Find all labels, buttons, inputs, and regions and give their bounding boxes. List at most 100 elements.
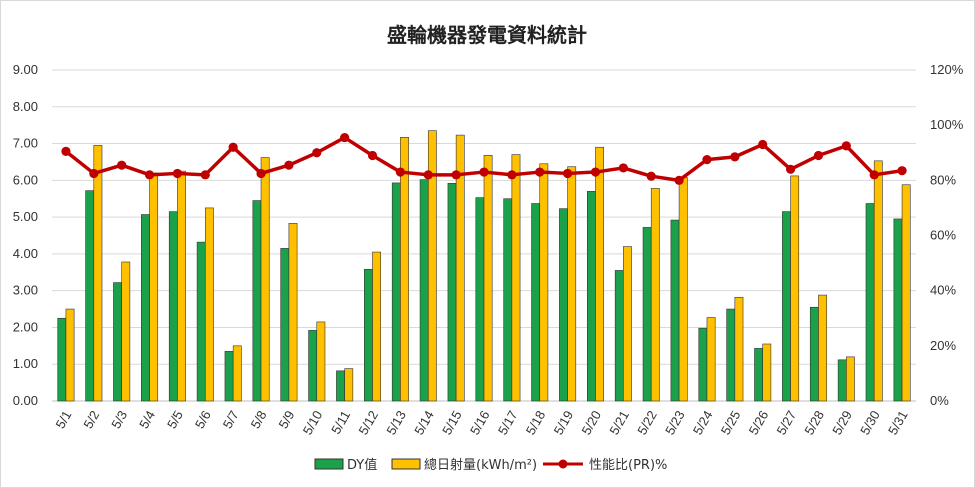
pr-point [785, 164, 796, 174]
bar-irradiance [288, 223, 298, 402]
bar-irradiance [623, 246, 632, 402]
pr-point [841, 141, 851, 151]
bar-dy [559, 208, 568, 402]
bar-irradiance [901, 184, 911, 402]
bar-irradiance [734, 296, 744, 402]
pr-point [228, 142, 238, 152]
bar-irradiance [650, 188, 660, 402]
bar-irradiance [873, 160, 883, 402]
left-tick-label: 5.00 [13, 209, 38, 224]
bar-irradiance [818, 294, 827, 402]
legend-swatch-dy [314, 458, 344, 470]
left-tick-label: 8.00 [13, 99, 38, 114]
bar-irradiance [846, 356, 855, 402]
bar-irradiance [539, 163, 549, 402]
bar-dy [893, 218, 903, 402]
pr-point [172, 168, 183, 179]
bar-dy [196, 241, 206, 402]
pr-point [618, 163, 628, 173]
right-tick-label: 100% [930, 117, 964, 132]
bar-irradiance [400, 137, 409, 402]
bar-irradiance [260, 157, 270, 402]
bar-dy [85, 190, 95, 402]
left-tick-label: 6.00 [13, 172, 38, 187]
pr-point [61, 146, 71, 156]
bar-irradiance [177, 170, 186, 402]
pr-point [563, 168, 573, 179]
pr-point [395, 167, 405, 177]
bar-irradiance [567, 166, 577, 402]
bar-dy [336, 370, 345, 402]
bar-irradiance [706, 317, 716, 402]
pr-point [340, 132, 350, 143]
pr-point [200, 170, 210, 180]
bar-dy [57, 317, 67, 402]
left-axis-ticks: 0.00 1.00 2.00 3.00 4.00 5.00 6.00 7.00 8.00 9.00 [13, 62, 38, 408]
bar-irradiance [455, 134, 465, 402]
bar-dy [642, 227, 652, 402]
pr-point [702, 155, 712, 165]
pr-point [535, 167, 545, 177]
bar-dy [419, 179, 429, 402]
pr-point [897, 166, 907, 176]
left-tick-label: 9.00 [13, 62, 38, 77]
pr-point [479, 167, 489, 177]
pr-point [674, 175, 684, 185]
left-tick-label: 4.00 [13, 246, 38, 261]
legend-label-irradiance: 總日射量(kWh/m²) [424, 457, 537, 473]
pr-point [144, 170, 155, 180]
pr-point [451, 170, 461, 180]
bar-irradiance [149, 172, 159, 402]
bar-irradiance [316, 321, 326, 402]
legend-label-pr: 性能比(PR)% [589, 458, 667, 473]
bar-dy [364, 269, 373, 402]
bar-dy [531, 203, 541, 402]
bar-irradiance [204, 207, 214, 402]
pr-point [813, 150, 824, 161]
bar-irradiance [65, 308, 75, 402]
bar-irradiance [427, 130, 437, 402]
right-tick-label: 20% [930, 338, 956, 353]
bar-dy [168, 211, 178, 402]
bar-dy [447, 182, 457, 402]
bar-irradiance [678, 177, 688, 402]
pr-point [507, 170, 517, 180]
bar-irradiance [790, 175, 800, 402]
bar-dy [503, 198, 513, 402]
left-tick-label: 0.00 [13, 393, 38, 408]
bar-dy [614, 270, 624, 402]
pr-point [646, 171, 656, 181]
legend-label-dy: DY值 [347, 457, 377, 473]
bar-irradiance [762, 343, 772, 402]
bar-irradiance [372, 251, 382, 402]
pr-point [730, 152, 740, 162]
bar-irradiance [232, 345, 242, 402]
pr-point [869, 170, 879, 180]
left-tick-label: 7.00 [13, 136, 38, 151]
bar-dy [280, 248, 290, 402]
bar-irradiance [595, 146, 604, 402]
bar-dy [475, 197, 485, 402]
bar-dy [698, 327, 708, 402]
legend: DY值 總日射量(kWh/m²) 性能比(PR)% [314, 457, 667, 473]
left-tick-label: 1.00 [13, 356, 38, 371]
gridlines [52, 69, 916, 402]
bar-dy [308, 330, 318, 402]
left-tick-label: 2.00 [13, 319, 38, 334]
pr-point [367, 150, 378, 161]
bar-dy [754, 348, 764, 402]
pr-point [590, 167, 601, 177]
pr-point [312, 148, 322, 158]
bar-dy [224, 351, 234, 402]
pr-point [117, 160, 127, 170]
bar-dy [726, 308, 736, 402]
bar-irradiance [483, 155, 493, 402]
right-tick-label: 60% [930, 228, 956, 243]
pr-point [256, 168, 266, 179]
bar-dy [586, 191, 596, 402]
bar-dy [809, 306, 819, 402]
pr-point [89, 168, 99, 179]
pr-point [284, 160, 294, 170]
